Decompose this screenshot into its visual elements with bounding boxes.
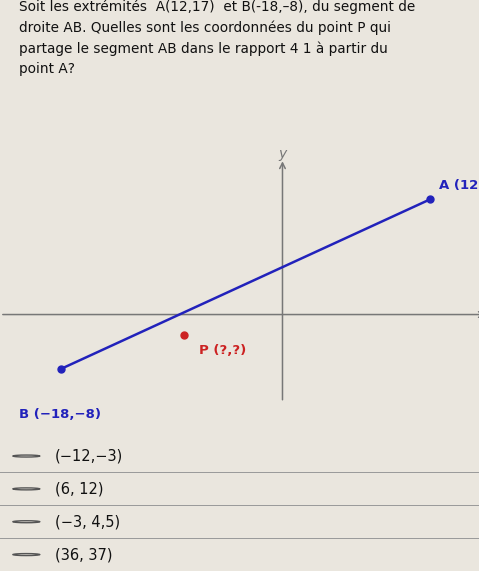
Text: (−12,−3): (−12,−3) (55, 449, 123, 464)
Text: (36, 37): (36, 37) (55, 547, 113, 562)
Text: P (?,?): P (?,?) (199, 344, 246, 357)
Text: B (−18,−8): B (−18,−8) (19, 408, 101, 421)
Text: (6, 12): (6, 12) (55, 481, 103, 496)
Text: y: y (278, 147, 286, 161)
Text: A (12,17): A (12,17) (439, 179, 479, 192)
Text: Soit les extrémités  A(12,17)  et B(-18,–8), du segment de
droite AB. Quelles so: Soit les extrémités A(12,17) et B(-18,–8… (19, 0, 415, 76)
Text: (−3, 4,5): (−3, 4,5) (55, 514, 120, 529)
